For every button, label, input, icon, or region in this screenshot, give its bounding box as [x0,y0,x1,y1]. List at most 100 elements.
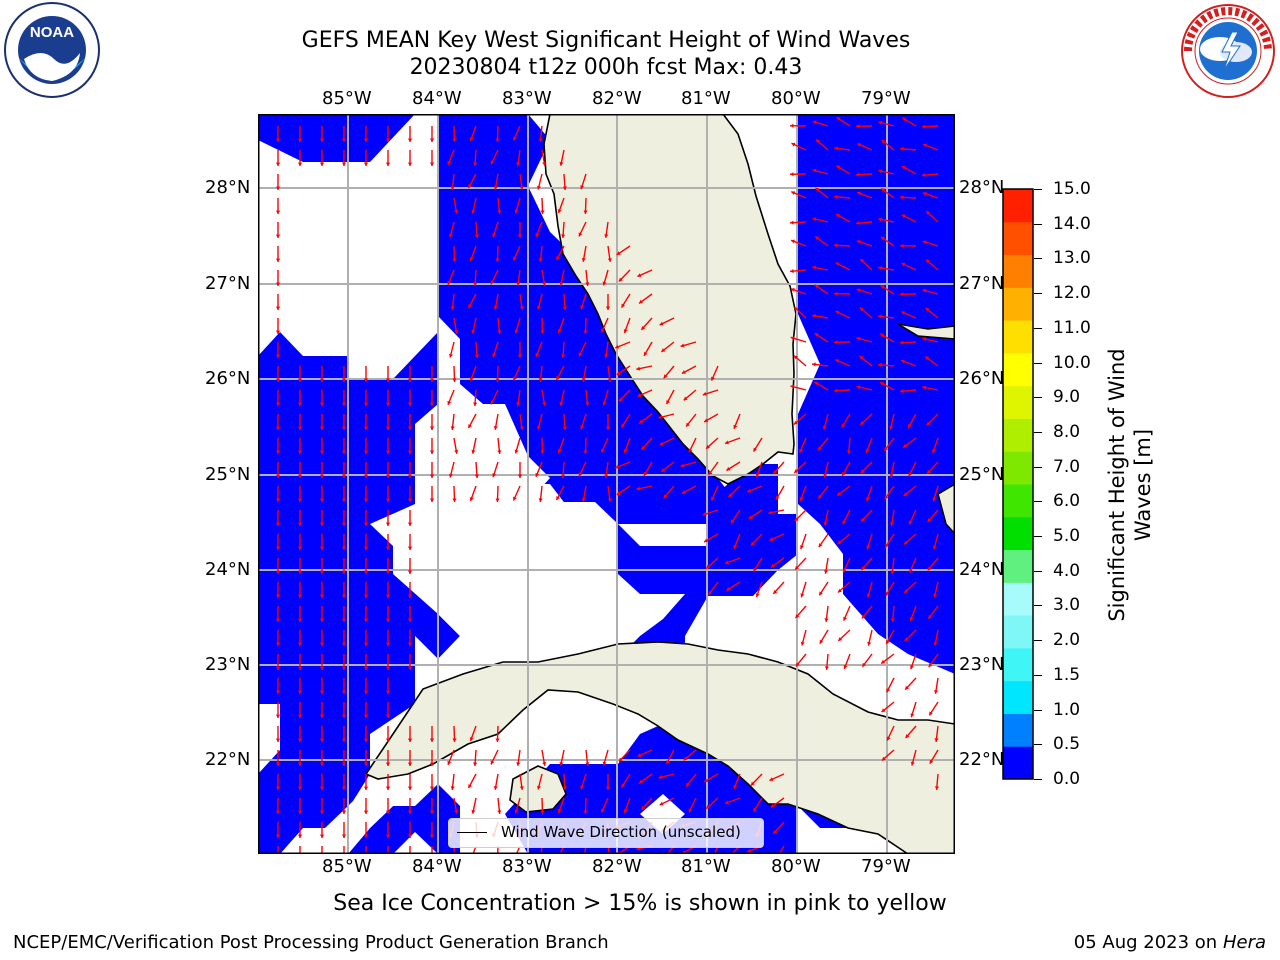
wave-direction-arrowhead [275,810,281,814]
colorbar-tick-mark [1034,397,1042,399]
wave-direction-arrowhead [450,186,455,190]
wave-direction-arrowhead [319,450,325,454]
wave-direction-arrowhead [363,690,369,694]
wave-direction-arrowhead [407,762,413,766]
lon-label: 81°W [681,856,731,877]
wave-direction-arrowhead [474,354,479,358]
wave-direction-arrowhead [886,688,891,693]
wave-direction-arrowhead [275,618,281,622]
wave-direction-arrowhead [824,666,829,670]
wave-direction-arrowhead [815,139,820,144]
wave-direction-arrowhead [542,162,547,166]
wave-direction-arrowhead [856,124,860,129]
wave-direction-arrowhead [319,522,325,526]
wave-direction-arrowhead [775,495,780,500]
wave-direction-arrowhead [297,138,303,142]
wave-direction-arrowhead [580,785,585,790]
wave-direction-arrowhead [385,498,391,502]
wave-direction-arrowhead [866,497,870,502]
wave-direction-arrowhead [275,738,281,742]
wave-direction-arrowhead [450,426,455,430]
wave-direction-arrowhead [519,786,524,790]
wave-direction-arrowhead [341,426,347,430]
wave-direction-arrowhead [910,713,915,718]
wave-direction-arrowhead [602,761,607,766]
wave-direction-arrowhead [275,402,281,406]
wave-direction-arrowhead [447,760,452,765]
wave-direction-arrowhead [341,162,347,166]
wave-direction-arrowhead [618,277,623,282]
wave-direction-arrowhead [623,809,628,813]
wave-direction-arrowhead [538,138,543,142]
wave-direction-arrowhead [492,473,497,478]
wave-direction-arrowhead [297,738,303,742]
colorbar-tick-mark [1034,709,1042,711]
wave-direction-arrowhead [429,762,435,766]
wave-direction-arrowhead [469,257,474,261]
wave-direction-arrowhead [297,450,303,454]
colorbar-tick-mark [1034,779,1042,780]
lon-label: 83°W [502,88,552,109]
wave-direction-arrowhead [880,382,884,386]
colorbar-tick-label: 3.0 [1053,595,1081,616]
wave-direction-arrowhead [341,810,347,814]
wave-direction-arrowhead [559,761,564,766]
wave-direction-arrowhead [791,191,796,195]
map-frame [258,114,955,854]
wave-direction-arrowhead [497,330,502,334]
wave-direction-arrowhead [768,510,773,515]
wave-direction-arrowhead [513,256,517,261]
wave-direction-arrowhead [725,440,729,445]
wave-direction-arrowhead [385,834,391,838]
colorbar-segment [1003,221,1033,256]
wave-direction-arrowhead [516,282,521,286]
wave-direction-arrowhead [856,221,860,226]
wave-direction-arrowhead [790,336,795,341]
florida-peninsula [543,114,797,485]
wave-direction-arrowhead [583,810,588,814]
wave-direction-arrowhead [639,299,643,304]
wave-direction-arrowhead [319,666,325,670]
wave-direction-arrowhead [814,284,819,289]
wave-direction-arrowhead [601,328,605,333]
wave-direction-arrowhead [922,240,927,245]
wave-direction-arrowhead [495,498,500,502]
wave-direction-arrowhead [934,690,939,694]
wave-direction-arrowhead [602,401,607,406]
wave-direction-arrowhead [800,593,805,598]
lon-label: 85°W [322,88,372,109]
wave-direction-arrowhead [407,426,413,430]
wave-direction-arrowhead [903,443,908,448]
wave-direction-arrowhead [604,354,609,358]
wave-direction-arrowhead [275,282,281,286]
wave-direction-arrowhead [860,469,865,474]
wave-direction-arrowhead [319,162,325,166]
wave-direction-arrowhead [933,593,938,598]
wave-direction-arrowhead [769,777,774,781]
wave-direction-arrowhead [880,333,885,338]
wave-direction-arrowhead [519,426,524,430]
wave-direction-arrowhead [585,282,590,286]
wave-direction-arrowhead [661,348,666,352]
wave-direction-arrowhead [901,311,906,315]
wave-direction-arrowhead [900,146,904,151]
wave-direction-arrowhead [449,473,453,478]
wave-direction-arrowhead [452,738,457,742]
wave-direction-arrowhead [773,470,778,474]
wave-direction-arrowhead [275,570,281,574]
wave-direction-arrowhead [909,617,914,621]
wave-direction-arrowhead [519,306,524,310]
wave-direction-arrowhead [341,690,347,694]
wave-direction-arrowhead [927,566,932,571]
colorbar-tick-mark [1034,674,1042,676]
wave-direction-arrowhead [385,426,391,430]
wave-direction-arrowhead [616,251,621,255]
wave-direction-arrowhead [542,282,547,286]
wave-direction-arrowhead [385,450,391,454]
colorbar-tick-mark [1034,536,1042,538]
wave-direction-arrowhead [407,834,413,838]
wave-direction-arrowhead [683,396,688,401]
wave-direction-arrowhead [605,426,611,430]
wave-direction-arrowhead [704,778,709,783]
wave-direction-arrowhead [711,496,715,501]
